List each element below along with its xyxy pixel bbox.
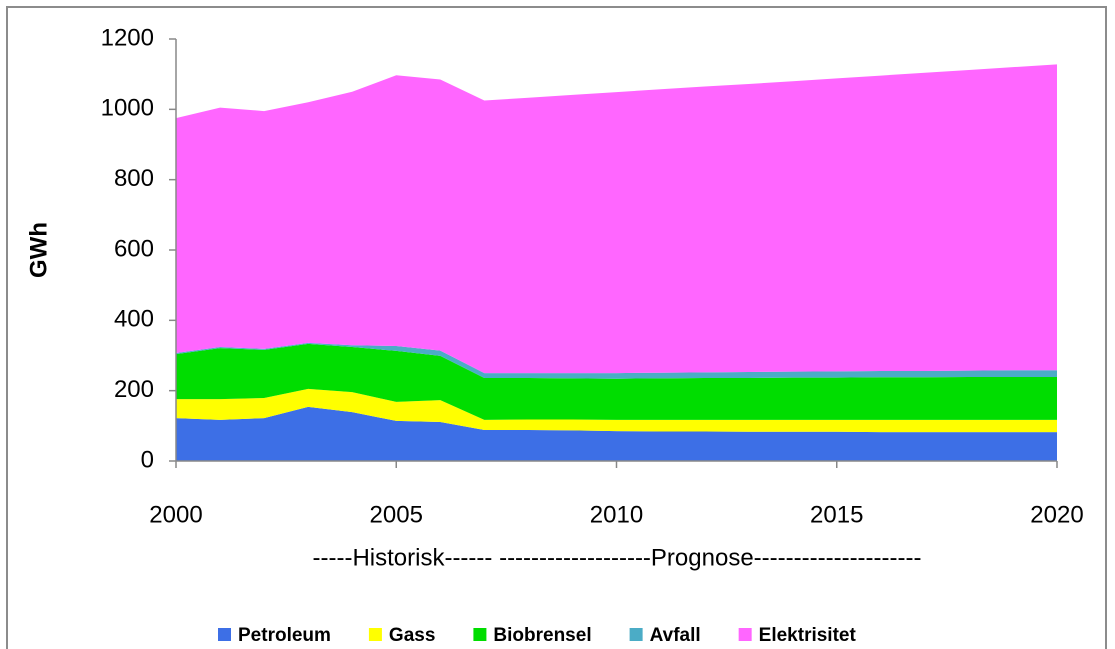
annotation: -----Historisk------ -------------------… [312,544,921,571]
legend-swatch [629,628,643,641]
plot-area [176,64,1057,461]
legend-label: Elektrisitet [759,625,857,646]
legend-label: Avfall [650,625,701,646]
y-tick-label: 1000 [101,95,154,122]
y-tick-label: 400 [114,306,154,333]
y-tick-label: 200 [114,376,154,403]
area [176,388,1057,433]
x-tick-label: 2015 [810,501,863,528]
area [176,342,1057,379]
y-axis-label: GWh [25,222,52,278]
legend-swatch [738,628,752,641]
area [176,406,1057,461]
area [176,64,1057,374]
legend-label: Petroleum [238,625,331,646]
legend-label: Biobrensel [493,625,591,646]
legend-swatch [368,628,382,641]
y-tick-label: 1200 [101,24,154,51]
y-tick-label: 600 [114,235,154,262]
x-tick-label: 2000 [149,501,202,528]
y-tick-label: 0 [141,446,154,473]
y-tick-label: 800 [114,165,154,192]
legend-swatch [218,628,231,641]
x-tick-label: 2010 [590,501,643,528]
x-tick-label: 2020 [1030,501,1083,528]
legend-swatch [473,628,487,641]
legend-label: Gass [389,625,435,646]
x-tick-label: 2005 [370,501,423,528]
area [176,343,1057,420]
